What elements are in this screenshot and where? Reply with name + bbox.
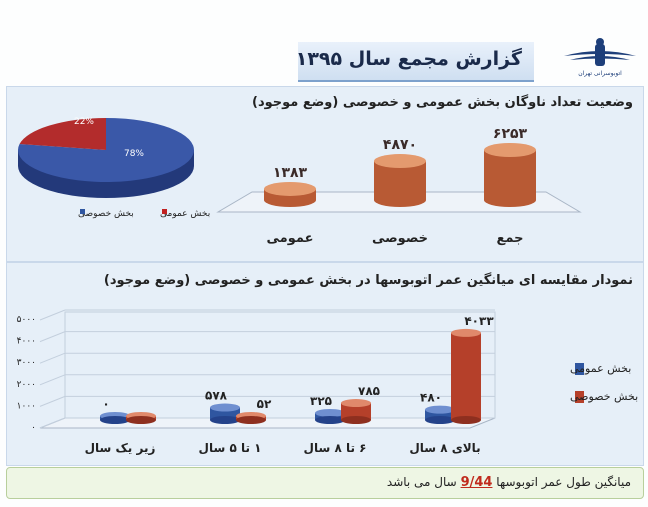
pie-legend-private-swatch: [80, 209, 85, 214]
page-title: گزارش مجمع سال ۱۳۹۵: [295, 48, 522, 70]
age-bar-top: [451, 328, 481, 337]
age-bar-body: [425, 409, 455, 420]
fleet-cylinder: ۱۳۸۳ عمومی: [264, 165, 316, 246]
age-bar-bottom: [425, 416, 455, 424]
pie-slice-private: [18, 118, 195, 183]
age-grid-line: [39, 309, 66, 321]
age-category-label: زیر یک سال: [85, 441, 156, 455]
age-bar-chart: ۰ ۱۰۰۰ ۲۰۰۰ ۳۰۰۰ ۴۰۰۰ ۵۰۰۰ ۰ زیر یک سال ۵۷۸ ۵۲ ۱ ت…: [17, 309, 638, 455]
pie-legend-public-swatch: [162, 209, 167, 214]
age-value-label: ۴۰۳۳: [464, 314, 494, 328]
footer-note: میانگین طول عمر اتوبوسها 9/44 سال می باش…: [6, 467, 644, 499]
age-grid-line: [39, 374, 66, 386]
age-category-label: ۶ تا ۸ سال: [304, 441, 367, 455]
age-bar: ۵۷۸: [205, 389, 240, 424]
pie-slice-public: [19, 118, 106, 150]
fleet-cylinder-body: [374, 161, 426, 207]
age-bar: ۴۰۳۳: [451, 314, 494, 424]
footer-suffix: سال می باشد: [386, 475, 457, 489]
logo-icon: [564, 38, 636, 66]
age-grid-line: [39, 352, 66, 364]
age-y-tick: ۲۰۰۰: [17, 380, 36, 390]
age-bar-bottom: [341, 416, 371, 424]
age-bar: ۰: [100, 397, 130, 424]
average-age-value: 9/44: [460, 475, 493, 490]
age-bar-bottom: [210, 416, 240, 424]
pie-label-private: 78%: [124, 149, 144, 159]
logo: اتوبوسرانی تهران: [560, 32, 640, 88]
age-comparison-panel: نمودار مقایسه ای میانگین عمر اتوبوسها در…: [6, 262, 644, 466]
footer-text: میانگین طول عمر اتوبوسها 9/44 سال می باش…: [387, 475, 631, 490]
age-legend-swatch: [575, 391, 584, 403]
fleet-cylinder-top: [264, 181, 316, 196]
fleet-cylinder: ۶۲۵۳ جمع: [484, 126, 536, 246]
age-bar-top: [341, 399, 371, 408]
age-category-label: بالای ۸ سال: [409, 441, 480, 455]
footer-prefix: میانگین طول عمر اتوبوسها: [496, 475, 631, 489]
age-category-label: ۱ تا ۵ سال: [199, 441, 262, 455]
age-bar: ۵۲: [236, 397, 272, 424]
fleet-value-label: ۴۸۷۰: [383, 137, 417, 153]
fleet-category-label: عمومی: [267, 231, 314, 246]
age-bar-top: [210, 403, 240, 412]
age-value-label: ۴۸۰: [420, 391, 442, 405]
age-grid-line: [39, 395, 66, 407]
age-value-label: ۷۸۵: [358, 384, 380, 398]
age-bar-body: [341, 403, 371, 420]
age-y-tick: ۵۰۰۰: [17, 315, 36, 325]
fleet-cylinder: ۴۸۷۰ خصوصی: [372, 137, 428, 246]
age-bar-bottom: [315, 416, 345, 424]
age-y-tick: ۰: [31, 423, 36, 433]
age-bar-top: [315, 408, 345, 417]
pie-label-public: 22%: [74, 117, 94, 127]
age-value-label: ۰: [102, 397, 109, 411]
logo-caption: اتوبوسرانی تهران: [578, 70, 622, 77]
age-y-tick: ۳۰۰۰: [17, 358, 36, 368]
fleet-cylinder-top: [484, 143, 536, 157]
fleet-status-title: وضعیت تعداد ناوگان بخش عمومی و خصوصی (وض…: [252, 95, 633, 110]
age-bar: ۷۸۵: [341, 384, 380, 424]
age-value-label: ۵۲: [257, 397, 272, 411]
pie-legend-private: بخش خصوصی: [78, 209, 134, 219]
fleet-share-pie: 78% 22% بخش خصوصی بخش عمومی: [18, 117, 210, 219]
fleet-category-label: جمع: [497, 231, 524, 246]
age-bar-bottom: [100, 416, 130, 424]
age-bar-bottom: [126, 416, 156, 424]
fleet-cylinder-body: [484, 150, 536, 207]
fleet-value-label: ۶۲۵۳: [493, 126, 528, 142]
age-y-tick: ۴۰۰۰: [17, 337, 36, 347]
age-value-label: ۳۲۵: [310, 394, 332, 408]
age-legend-swatch: [575, 363, 584, 375]
age-bar: [126, 412, 156, 424]
age-bar-top: [425, 405, 455, 414]
age-comparison-title: نمودار مقایسه ای میانگین عمر اتوبوسها در…: [103, 273, 633, 288]
age-bar: ۴۸۰: [420, 391, 455, 424]
pie-legend-public: بخش عمومی: [160, 209, 210, 219]
age-legend-label: بخش خصوصی: [570, 390, 638, 403]
fleet-cylinder-top: [374, 154, 426, 169]
age-value-label: ۵۷۸: [205, 389, 228, 403]
fleet-category-label: خصوصی: [372, 231, 428, 246]
fleet-value-label: ۱۳۸۳: [273, 165, 308, 181]
age-grid-line: [39, 417, 66, 429]
age-legend-label: بخش عمومی: [570, 362, 631, 375]
age-grid-line: [39, 331, 66, 343]
age-y-tick: ۱۰۰۰: [17, 401, 36, 411]
title-bar: گزارش مجمع سال ۱۳۹۵: [295, 42, 534, 82]
fleet-count-chart: ۱۳۸۳ عمومی ۴۸۷۰ خصوصی ۶۲۵۳ جمع: [216, 126, 582, 246]
age-bar-body: [451, 332, 481, 420]
age-bar-bottom: [451, 416, 481, 424]
age-bar: ۳۲۵: [310, 394, 345, 424]
age-bar-bottom: [236, 416, 266, 424]
